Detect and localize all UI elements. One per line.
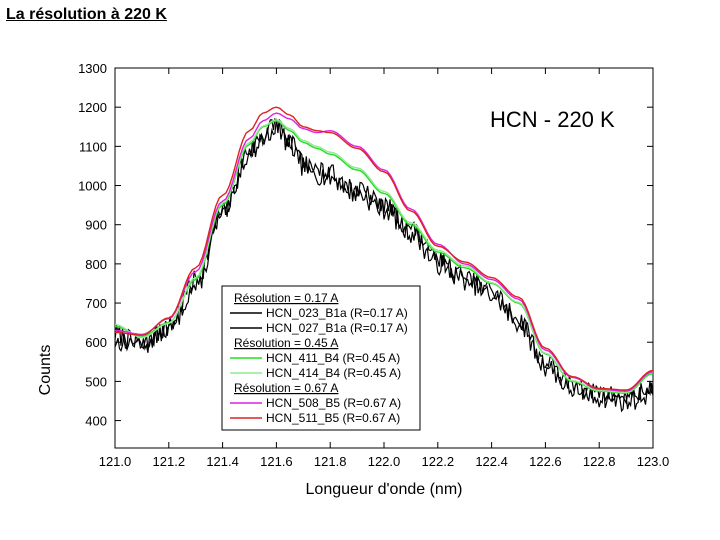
y-tick-label: 400 (85, 414, 107, 429)
legend-group-heading: Résolution = 0.45 A (234, 336, 338, 350)
y-tick-label: 800 (85, 257, 107, 272)
x-axis-label: Longueur d'onde (nm) (306, 481, 463, 498)
x-tick-label: 122.4 (475, 454, 508, 469)
legend-group-heading: Résolution = 0.67 A (234, 381, 338, 395)
legend-entry: HCN_414_B4 (R=0.45 A) (266, 366, 401, 380)
chart-title: HCN - 220 K (490, 107, 615, 132)
series-line-5 (115, 106, 653, 391)
y-tick-label: 600 (85, 335, 107, 350)
x-axis: 121.0 121.2 121.4 121.6 121.8 122.0 122.2 122.4… (99, 68, 670, 469)
x-tick-label: 122.2 (422, 454, 455, 469)
legend-entry: HCN_508_B5 (R=0.67 A) (266, 396, 401, 410)
series-layer (115, 106, 653, 413)
x-tick-label: 121.0 (99, 454, 132, 469)
x-tick-label: 121.8 (314, 454, 347, 469)
y-tick-label: 1100 (79, 139, 107, 154)
y-tick-label: 1300 (78, 61, 107, 76)
y-axis-label: Counts (37, 345, 54, 396)
x-tick-label: 122.6 (529, 454, 562, 469)
y-axis: 400 500 600 700 800 900 1000 1100 1200 1300 (78, 61, 653, 429)
y-tick-label: 900 (85, 218, 107, 233)
y-tick-label: 1000 (78, 179, 107, 194)
legend-entry: HCN_411_B4 (R=0.45 A) (266, 351, 400, 365)
slide-title: La résolution à 220 K (6, 6, 167, 23)
legend-entry: HCN_027_B1a (R=0.17 A) (266, 321, 408, 335)
x-tick-label: 121.6 (260, 454, 293, 469)
series-line-3 (115, 118, 653, 394)
x-tick-label: 121.2 (153, 454, 186, 469)
y-tick-label: 1200 (78, 100, 107, 115)
legend-entry: HCN_511_B5 (R=0.67 A) (266, 411, 400, 425)
x-tick-label: 121.4 (206, 454, 239, 469)
legend-entry: HCN_023_B1a (R=0.17 A) (266, 306, 408, 320)
x-tick-label: 123.0 (637, 454, 670, 469)
y-tick-label: 700 (85, 296, 107, 311)
x-tick-label: 122.0 (368, 454, 401, 469)
legend-group-heading: Résolution = 0.17 A (234, 291, 338, 305)
x-tick-label: 122.8 (583, 454, 616, 469)
y-tick-label: 500 (85, 374, 107, 389)
